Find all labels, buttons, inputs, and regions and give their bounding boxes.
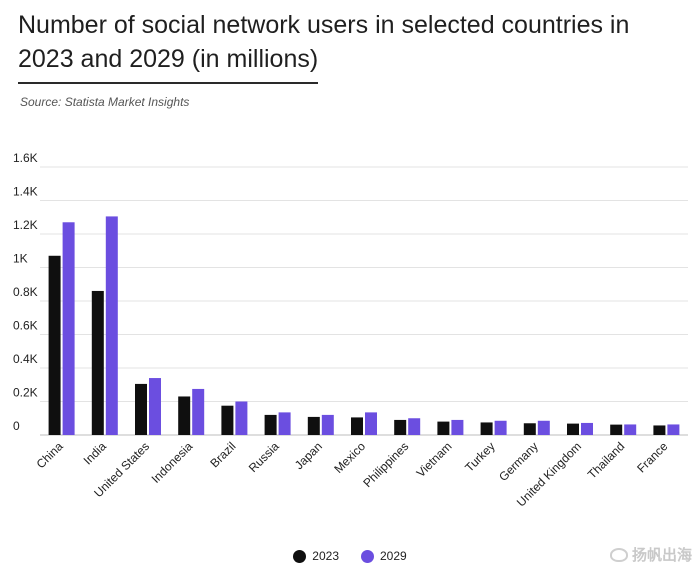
x-tick-label: Germany: [496, 439, 541, 484]
bar-2023-russia: [264, 414, 277, 435]
weibo-icon: [609, 547, 628, 562]
bar-2023-india: [91, 290, 104, 435]
legend: 2023 2029: [0, 549, 700, 563]
source-note: Source: Statista Market Insights: [20, 95, 190, 109]
y-tick-label: 0.4K: [13, 352, 38, 366]
bar-2023-thailand: [610, 424, 623, 435]
x-tick-label: China: [34, 439, 66, 471]
y-tick-label: 1K: [13, 252, 28, 266]
watermark-text: 扬帆出海: [631, 547, 692, 564]
title-underline: [18, 82, 318, 84]
bar-2029-india: [105, 216, 118, 435]
bar-2029-philippines: [408, 418, 421, 435]
x-tick-label: India: [81, 439, 110, 468]
bar-2023-philippines: [394, 419, 407, 435]
y-tick-label: 1.2K: [13, 218, 38, 232]
legend-item-2029[interactable]: 2029: [361, 549, 407, 563]
bar-2023-france: [653, 425, 666, 435]
y-tick-label: 0: [13, 419, 20, 433]
legend-item-2023[interactable]: 2023: [293, 549, 339, 563]
bar-2029-china: [62, 222, 75, 435]
bar-2023-vietnam: [437, 421, 450, 435]
bar-2029-united-states: [149, 378, 161, 435]
bar-2029-vietnam: [451, 419, 464, 435]
x-tick-label: Indonesia: [149, 439, 196, 486]
y-tick-label: 0.2K: [13, 386, 38, 400]
x-tick-label: Vietnam: [414, 439, 455, 480]
legend-swatch-2023: [293, 549, 307, 563]
x-tick-label: Turkey: [462, 439, 498, 475]
bar-2023-indonesia: [178, 396, 191, 435]
bar-2029-united-kingdom: [581, 422, 593, 435]
x-tick-label: Russia: [246, 439, 282, 475]
y-tick-label: 1.6K: [13, 151, 38, 165]
chart-title: Number of social network users in select…: [18, 11, 630, 73]
bar-2023-mexico: [351, 417, 363, 435]
bar-2029-thailand: [624, 424, 637, 435]
bar-2029-brazil: [235, 401, 248, 435]
x-tick-label: Thailand: [585, 439, 627, 481]
bar-2029-mexico: [365, 412, 377, 435]
x-tick-label: Philippines: [360, 439, 411, 490]
bar-2029-japan: [321, 414, 334, 435]
y-tick-label: 0.8K: [13, 285, 38, 299]
bar-2023-japan: [307, 416, 320, 435]
x-tick-label: Japan: [292, 439, 325, 472]
legend-label-2029: 2029: [380, 549, 407, 563]
bar-2023-germany: [523, 423, 536, 435]
bar-2029-turkey: [494, 420, 507, 435]
legend-swatch-2029: [361, 549, 374, 563]
y-tick-label: 0.6K: [13, 319, 38, 333]
watermark: 扬帆出海: [609, 544, 692, 565]
bar-2023-brazil: [221, 405, 234, 435]
bar-2029-germany: [537, 420, 550, 435]
x-tick-label: France: [634, 439, 671, 476]
bar-2023-china: [48, 255, 61, 435]
x-tick-label: Brazil: [207, 439, 238, 470]
bar-2023-united-states: [135, 383, 147, 435]
bar-2029-indonesia: [192, 388, 205, 435]
y-tick-label: 1.4K: [13, 185, 38, 199]
bar-2023-turkey: [480, 422, 493, 435]
legend-label-2023: 2023: [312, 549, 339, 563]
bar-2023-united-kingdom: [567, 423, 579, 435]
bar-2029-france: [667, 424, 680, 435]
bar-2029-russia: [278, 412, 291, 435]
x-tick-label: Mexico: [331, 439, 368, 476]
